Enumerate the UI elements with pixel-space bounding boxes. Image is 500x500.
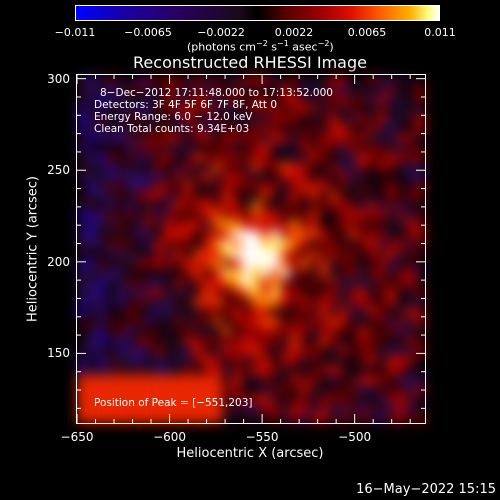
colorbar-tick-label: 0.011 [424, 26, 456, 39]
x-tick-label: −650 [60, 430, 94, 444]
y-tick-label: 150 [47, 346, 70, 361]
colorbar [75, 5, 440, 21]
info-clean: Clean Total counts: 9.34E+03 [94, 123, 250, 135]
info-detectors: Detectors: 3F 4F 5F 6F 7F 8F, Att 0 [94, 99, 278, 111]
y-axis-title: Heliocentric Y (arcsec) [25, 176, 41, 322]
colorbar-tick-label: −0.0065 [124, 26, 172, 39]
x-axis-title: Heliocentric X (arcsec) [176, 446, 324, 461]
footer-timestamp: 16−May−2022 15:15 [356, 482, 496, 497]
x-tick-label: −500 [338, 430, 372, 444]
x-tick-label: −600 [153, 430, 187, 444]
info-time: 8−Dec−2012 17:11:48.000 to 17:13:52.000 [100, 87, 333, 99]
plot-frame [76, 74, 426, 424]
info-energy: Energy Range: 6.0 − 12.0 keV [94, 111, 253, 123]
colorbar-tick-label: −0.011 [54, 26, 96, 39]
y-tick-label: 300 [47, 71, 70, 86]
colorbar-units: (photons cm−2 s−1 asec−2) [187, 39, 334, 54]
y-tick-label: 200 [47, 254, 70, 269]
heatmap-image [77, 75, 425, 423]
colorbar-tick-label: −0.0022 [197, 26, 245, 39]
colorbar-tick-label: 0.0022 [274, 26, 314, 39]
colorbar-tick-label: 0.0065 [347, 26, 387, 39]
y-tick-label: 250 [47, 163, 70, 178]
info-peak: Position of Peak = [−551,203] [94, 397, 253, 409]
x-tick-label: −550 [245, 430, 279, 444]
chart-title: Reconstructed RHESSI Image [133, 53, 367, 72]
